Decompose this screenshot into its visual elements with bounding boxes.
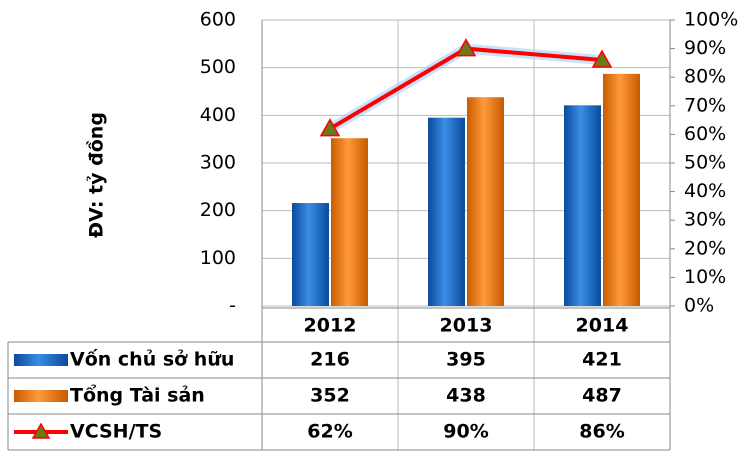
- bar: [331, 138, 368, 306]
- y2-tick-label: 40%: [684, 180, 726, 202]
- y-axis-label: ĐV: tỷ đồng: [85, 112, 108, 238]
- legend-label: VCSH/TS: [70, 421, 162, 443]
- legend-label: Tổng Tài sản: [70, 384, 205, 407]
- y-tick-label: 300: [200, 152, 236, 174]
- x-tick-label: 2013: [440, 315, 493, 337]
- table-value: 86%: [579, 421, 624, 443]
- y2-tick-label: 10%: [684, 266, 726, 288]
- y2-tick-label: 100%: [684, 9, 738, 31]
- y-tick-label: 600: [200, 9, 236, 31]
- y-tick-label: 500: [200, 56, 236, 78]
- bar: [603, 73, 640, 306]
- y2-tick-label: 80%: [684, 66, 726, 88]
- y2-tick-label: 50%: [684, 152, 726, 174]
- legend-label: Vốn chủ sở hữu: [70, 348, 234, 371]
- table-value: 352: [310, 385, 350, 407]
- y-tick-label: 100: [200, 247, 236, 269]
- y-tick-label: -: [229, 295, 236, 317]
- x-tick-label: 2012: [304, 315, 357, 337]
- y2-tick-label: 70%: [684, 94, 726, 116]
- y2-tick-label: 30%: [684, 209, 726, 231]
- bar: [467, 97, 504, 306]
- table-value: 438: [446, 385, 486, 407]
- bar: [428, 117, 465, 306]
- bar: [292, 203, 329, 306]
- y2-tick-label: 60%: [684, 123, 726, 145]
- line-glow: [327, 43, 603, 133]
- y-tick-label: 200: [200, 199, 236, 221]
- y2-tick-label: 90%: [684, 37, 726, 59]
- x-tick-label: 2014: [576, 315, 629, 337]
- table-value: 421: [582, 349, 622, 371]
- y2-tick-label: 20%: [684, 237, 726, 259]
- bar: [564, 105, 601, 306]
- legend-marker: [31, 422, 51, 439]
- table-value: 216: [310, 349, 350, 371]
- table-value: 395: [446, 349, 486, 371]
- legend-swatch: [14, 354, 68, 366]
- y-tick-label: 400: [200, 104, 236, 126]
- table-value: 90%: [443, 421, 488, 443]
- line-marker: [319, 118, 341, 137]
- y2-tick-label: 0%: [684, 295, 714, 317]
- table-value: 487: [582, 385, 622, 407]
- table-value: 62%: [307, 421, 352, 443]
- line-marker: [455, 38, 477, 57]
- line-marker: [591, 49, 613, 68]
- legend-swatch: [14, 390, 68, 402]
